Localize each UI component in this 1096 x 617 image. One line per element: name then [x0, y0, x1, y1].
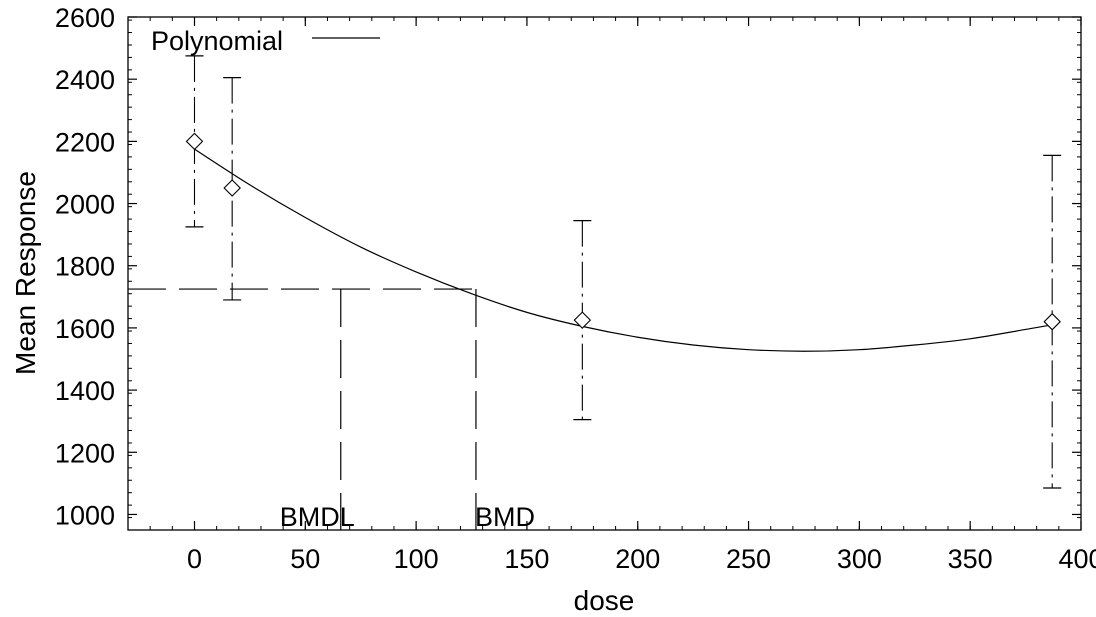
x-tick-label: 100	[394, 544, 439, 574]
x-tick-label: 50	[290, 544, 320, 574]
x-tick-label: 250	[726, 544, 771, 574]
fit-curve	[194, 148, 1053, 352]
y-tick-label: 2000	[55, 190, 115, 220]
x-tick-label: 350	[948, 544, 993, 574]
y-axis-title: Mean Response	[10, 171, 41, 375]
legend: Polynomial	[151, 26, 380, 56]
bmd-label: BMD	[475, 502, 535, 532]
error-bars	[185, 55, 1062, 489]
x-tick-label: 400	[1058, 544, 1096, 574]
y-tick-label: 2400	[55, 65, 115, 95]
y-tick-label: 2200	[55, 127, 115, 157]
y-tick-label: 1200	[55, 438, 115, 468]
diamond-marker	[573, 311, 592, 329]
data-markers	[185, 132, 1061, 331]
diamond-marker	[1043, 312, 1061, 331]
y-tick-label: 1600	[55, 314, 115, 344]
y-tick-labels: 1000 1200 1400 1600 1800 2000 2200 2400 2600	[55, 3, 115, 530]
major-ticks	[128, 16, 1082, 530]
y-tick-label: 2600	[55, 3, 115, 33]
x-axis-title: dose	[574, 585, 635, 616]
plot-frame	[127, 16, 1082, 531]
annotations: BMDL BMD	[280, 502, 535, 532]
x-tick-labels: 0 50 100 150 200 250 300 350 400	[187, 544, 1096, 574]
bmd-lines	[128, 288, 477, 530]
x-tick-label: 150	[504, 544, 549, 574]
bmdl-label: BMDL	[280, 502, 355, 532]
legend-label: Polynomial	[151, 26, 283, 56]
minor-ticks	[127, 17, 1082, 531]
diamond-marker	[185, 132, 204, 151]
diamond-marker	[223, 179, 241, 197]
y-tick-label: 1800	[55, 252, 115, 282]
x-tick-label: 200	[615, 544, 660, 574]
x-tick-label: 300	[837, 544, 882, 574]
y-tick-label: 1400	[55, 376, 115, 406]
x-tick-label: 0	[187, 544, 202, 574]
y-tick-label: 1000	[55, 500, 115, 530]
